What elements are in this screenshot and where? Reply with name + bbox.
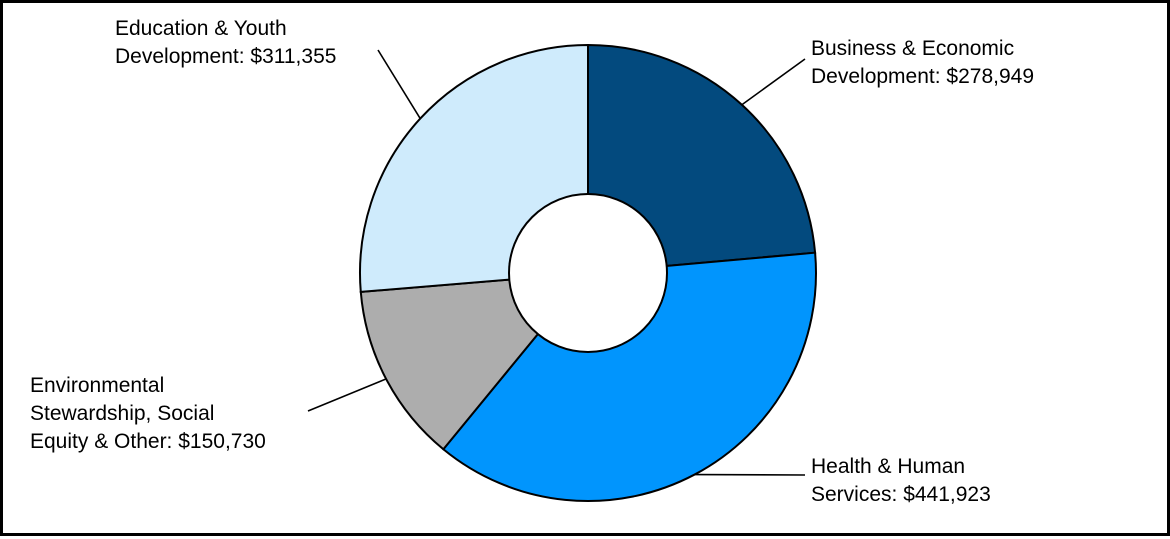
donut-chart: Business & Economic Development: $278,949… xyxy=(3,3,1170,539)
data-label-line: Equity & Other: $150,730 xyxy=(30,430,266,453)
data-label-line: Development: $311,355 xyxy=(115,45,336,68)
data-label-line: Stewardship, Social xyxy=(30,402,214,425)
data-label-line: Health & Human xyxy=(811,455,965,478)
data-label-line: Development: $278,949 xyxy=(811,65,1034,88)
leader-line-business-and-economic-development xyxy=(742,59,805,105)
donut-hole xyxy=(509,194,667,352)
data-label-line: Business & Economic xyxy=(811,37,1014,60)
data-label-business-and-economic-development: Business & Economic Development: $278,949 xyxy=(811,37,1034,88)
leader-line-environmental-stewardship-social-equity-and-other xyxy=(308,379,386,411)
leader-line-education-and-youth-development xyxy=(378,50,420,119)
data-label-line: Environmental xyxy=(30,374,164,397)
data-label-line: Services: $441,923 xyxy=(811,483,991,506)
data-label-education-and-youth-development: Education & Youth Development: $311,355 xyxy=(115,17,336,68)
data-label-line: Education & Youth xyxy=(115,17,287,40)
data-label-environmental-stewardship-social-equity-and-other: Environmental Stewardship, Social Equity &… xyxy=(30,374,266,453)
data-label-health-and-human-services: Health & Human Services: $441,923 xyxy=(811,455,991,506)
